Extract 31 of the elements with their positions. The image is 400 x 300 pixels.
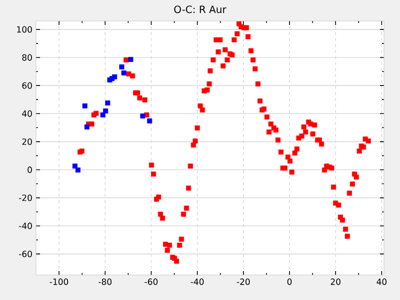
chart-title: O-C: R Aur: [174, 6, 226, 14]
y-tick-label: -40: [19, 222, 32, 230]
x-tick-label: 0: [287, 278, 292, 285]
x-tick-label: -100: [50, 278, 68, 285]
point: [100, 112, 106, 118]
y-tick-label: -60: [19, 250, 32, 258]
x-tick-label: -40: [190, 278, 204, 285]
y-tick-label: 80: [22, 54, 32, 61]
y-tick-label: 100: [17, 26, 32, 33]
x-tick-label: 20: [330, 278, 340, 285]
y-tick-label: 40: [22, 110, 32, 117]
point: [72, 164, 78, 169]
point: [147, 118, 152, 124]
x-tick-label: -60: [144, 278, 158, 285]
point: [103, 108, 108, 114]
point: [82, 103, 88, 108]
point: [105, 100, 110, 106]
x-tick-label: -80: [98, 278, 112, 285]
y-tick-label: 60: [22, 82, 32, 89]
x-tick-label: 40: [376, 278, 387, 285]
point: [121, 70, 126, 76]
y-tick-label: -20: [19, 194, 32, 202]
point: [128, 56, 134, 62]
x-tick-label: -20: [236, 278, 250, 285]
point: [140, 113, 146, 118]
point: [75, 168, 80, 173]
point: [84, 124, 90, 130]
y-tick-label: 20: [22, 138, 32, 145]
point: [112, 74, 118, 80]
point: [119, 64, 124, 70]
y-tick-label: 0: [28, 166, 32, 173]
